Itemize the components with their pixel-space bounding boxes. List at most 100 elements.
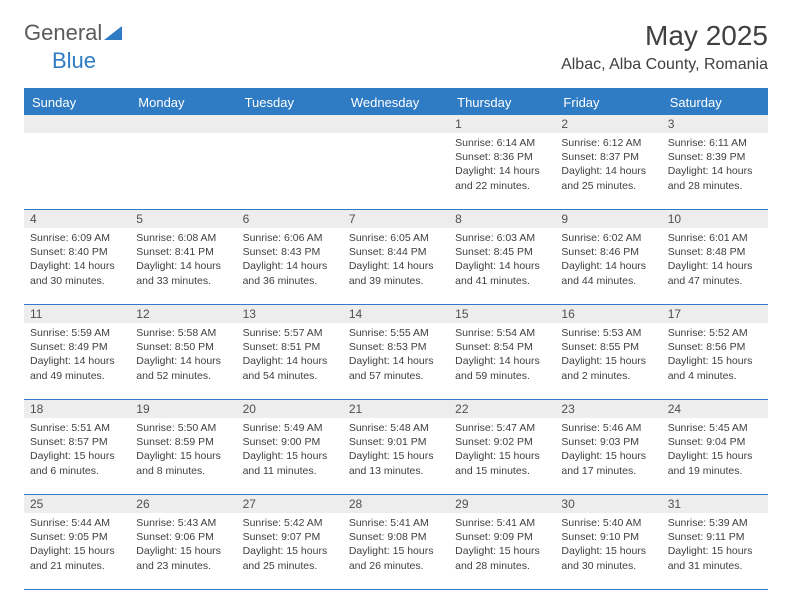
day-cell: 25Sunrise: 5:44 AMSunset: 9:05 PMDayligh… <box>24 495 130 589</box>
daylight-line: Daylight: 15 hours and 25 minutes. <box>243 544 337 572</box>
sunrise-line: Sunrise: 5:54 AM <box>455 326 549 340</box>
sunrise-line: Sunrise: 5:49 AM <box>243 421 337 435</box>
day-body: Sunrise: 5:50 AMSunset: 8:59 PMDaylight:… <box>130 418 236 482</box>
sunrise-line: Sunrise: 5:52 AM <box>668 326 762 340</box>
daylight-line: Daylight: 14 hours and 59 minutes. <box>455 354 549 382</box>
daylight-line: Daylight: 14 hours and 44 minutes. <box>561 259 655 287</box>
daylight-line: Daylight: 15 hours and 23 minutes. <box>136 544 230 572</box>
daylight-line: Daylight: 15 hours and 11 minutes. <box>243 449 337 477</box>
empty-cell <box>130 115 236 209</box>
sunset-line: Sunset: 9:04 PM <box>668 435 762 449</box>
day-body: Sunrise: 5:47 AMSunset: 9:02 PMDaylight:… <box>449 418 555 482</box>
sunrise-line: Sunrise: 5:50 AM <box>136 421 230 435</box>
sunrise-line: Sunrise: 5:46 AM <box>561 421 655 435</box>
sunrise-line: Sunrise: 5:42 AM <box>243 516 337 530</box>
week-row: 1Sunrise: 6:14 AMSunset: 8:36 PMDaylight… <box>24 115 768 210</box>
sunset-line: Sunset: 9:11 PM <box>668 530 762 544</box>
day-body: Sunrise: 6:11 AMSunset: 8:39 PMDaylight:… <box>662 133 768 197</box>
day-number: 6 <box>237 210 343 228</box>
day-body: Sunrise: 5:45 AMSunset: 9:04 PMDaylight:… <box>662 418 768 482</box>
day-number: 14 <box>343 305 449 323</box>
daylight-line: Daylight: 14 hours and 22 minutes. <box>455 164 549 192</box>
sunrise-line: Sunrise: 5:40 AM <box>561 516 655 530</box>
day-cell: 20Sunrise: 5:49 AMSunset: 9:00 PMDayligh… <box>237 400 343 494</box>
day-cell: 14Sunrise: 5:55 AMSunset: 8:53 PMDayligh… <box>343 305 449 399</box>
daylight-line: Daylight: 15 hours and 6 minutes. <box>30 449 124 477</box>
sunset-line: Sunset: 9:02 PM <box>455 435 549 449</box>
sunset-line: Sunset: 9:10 PM <box>561 530 655 544</box>
brand-logo: General Blue <box>24 20 122 74</box>
sunset-line: Sunset: 8:59 PM <box>136 435 230 449</box>
day-body: Sunrise: 6:12 AMSunset: 8:37 PMDaylight:… <box>555 133 661 197</box>
day-number: 21 <box>343 400 449 418</box>
day-body: Sunrise: 6:01 AMSunset: 8:48 PMDaylight:… <box>662 228 768 292</box>
sunrise-line: Sunrise: 6:03 AM <box>455 231 549 245</box>
day-body: Sunrise: 6:02 AMSunset: 8:46 PMDaylight:… <box>555 228 661 292</box>
brand-part1: General <box>24 20 102 45</box>
day-body: Sunrise: 5:59 AMSunset: 8:49 PMDaylight:… <box>24 323 130 387</box>
day-cell: 27Sunrise: 5:42 AMSunset: 9:07 PMDayligh… <box>237 495 343 589</box>
day-body: Sunrise: 5:40 AMSunset: 9:10 PMDaylight:… <box>555 513 661 577</box>
daylight-line: Daylight: 15 hours and 31 minutes. <box>668 544 762 572</box>
day-number: 20 <box>237 400 343 418</box>
day-cell: 30Sunrise: 5:40 AMSunset: 9:10 PMDayligh… <box>555 495 661 589</box>
day-body: Sunrise: 5:41 AMSunset: 9:08 PMDaylight:… <box>343 513 449 577</box>
daylight-line: Daylight: 14 hours and 49 minutes. <box>30 354 124 382</box>
day-cell: 12Sunrise: 5:58 AMSunset: 8:50 PMDayligh… <box>130 305 236 399</box>
sunrise-line: Sunrise: 6:14 AM <box>455 136 549 150</box>
brand-triangle-icon <box>104 20 122 46</box>
daylight-line: Daylight: 15 hours and 4 minutes. <box>668 354 762 382</box>
day-number: 17 <box>662 305 768 323</box>
daylight-line: Daylight: 14 hours and 39 minutes. <box>349 259 443 287</box>
week-row: 25Sunrise: 5:44 AMSunset: 9:05 PMDayligh… <box>24 495 768 590</box>
daylight-line: Daylight: 14 hours and 57 minutes. <box>349 354 443 382</box>
sunset-line: Sunset: 8:51 PM <box>243 340 337 354</box>
day-number: 3 <box>662 115 768 133</box>
day-cell: 23Sunrise: 5:46 AMSunset: 9:03 PMDayligh… <box>555 400 661 494</box>
sunrise-line: Sunrise: 6:02 AM <box>561 231 655 245</box>
day-body: Sunrise: 5:58 AMSunset: 8:50 PMDaylight:… <box>130 323 236 387</box>
daylight-line: Daylight: 14 hours and 52 minutes. <box>136 354 230 382</box>
day-body: Sunrise: 6:08 AMSunset: 8:41 PMDaylight:… <box>130 228 236 292</box>
day-cell: 22Sunrise: 5:47 AMSunset: 9:02 PMDayligh… <box>449 400 555 494</box>
sunrise-line: Sunrise: 5:39 AM <box>668 516 762 530</box>
empty-cell <box>24 115 130 209</box>
sunset-line: Sunset: 9:06 PM <box>136 530 230 544</box>
sunset-line: Sunset: 8:40 PM <box>30 245 124 259</box>
daylight-line: Daylight: 14 hours and 25 minutes. <box>561 164 655 192</box>
day-body: Sunrise: 5:43 AMSunset: 9:06 PMDaylight:… <box>130 513 236 577</box>
day-number: 9 <box>555 210 661 228</box>
brand-part2: Blue <box>52 48 96 73</box>
sunset-line: Sunset: 9:09 PM <box>455 530 549 544</box>
dow-thursday: Thursday <box>449 90 555 115</box>
sunset-line: Sunset: 8:48 PM <box>668 245 762 259</box>
sunrise-line: Sunrise: 5:41 AM <box>455 516 549 530</box>
day-body: Sunrise: 6:05 AMSunset: 8:44 PMDaylight:… <box>343 228 449 292</box>
day-number: 18 <box>24 400 130 418</box>
day-cell: 16Sunrise: 5:53 AMSunset: 8:55 PMDayligh… <box>555 305 661 399</box>
day-cell: 29Sunrise: 5:41 AMSunset: 9:09 PMDayligh… <box>449 495 555 589</box>
sunrise-line: Sunrise: 5:44 AM <box>30 516 124 530</box>
day-number: 25 <box>24 495 130 513</box>
day-cell: 1Sunrise: 6:14 AMSunset: 8:36 PMDaylight… <box>449 115 555 209</box>
daylight-line: Daylight: 15 hours and 26 minutes. <box>349 544 443 572</box>
day-number: 13 <box>237 305 343 323</box>
sunset-line: Sunset: 9:01 PM <box>349 435 443 449</box>
empty-cell <box>343 115 449 209</box>
sunset-line: Sunset: 8:46 PM <box>561 245 655 259</box>
dow-wednesday: Wednesday <box>343 90 449 115</box>
day-cell: 31Sunrise: 5:39 AMSunset: 9:11 PMDayligh… <box>662 495 768 589</box>
sunrise-line: Sunrise: 5:43 AM <box>136 516 230 530</box>
day-cell: 17Sunrise: 5:52 AMSunset: 8:56 PMDayligh… <box>662 305 768 399</box>
dow-sunday: Sunday <box>24 90 130 115</box>
sunset-line: Sunset: 8:44 PM <box>349 245 443 259</box>
dow-row: SundayMondayTuesdayWednesdayThursdayFrid… <box>24 90 768 115</box>
sunset-line: Sunset: 9:08 PM <box>349 530 443 544</box>
day-cell: 26Sunrise: 5:43 AMSunset: 9:06 PMDayligh… <box>130 495 236 589</box>
day-body: Sunrise: 5:54 AMSunset: 8:54 PMDaylight:… <box>449 323 555 387</box>
sunset-line: Sunset: 8:50 PM <box>136 340 230 354</box>
day-number: 15 <box>449 305 555 323</box>
day-number: 29 <box>449 495 555 513</box>
sunrise-line: Sunrise: 6:12 AM <box>561 136 655 150</box>
sunrise-line: Sunrise: 6:09 AM <box>30 231 124 245</box>
